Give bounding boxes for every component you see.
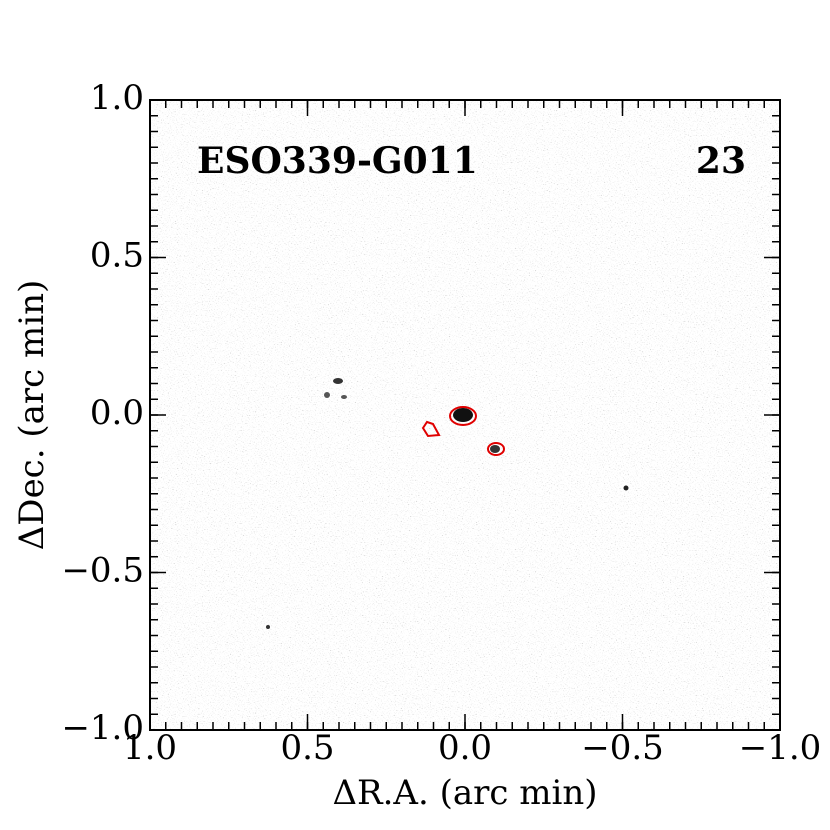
y-tick-label: −1.0 bbox=[61, 708, 144, 748]
source bbox=[623, 485, 629, 491]
y-tick-label: 0.5 bbox=[90, 236, 144, 276]
source bbox=[490, 445, 500, 453]
source bbox=[333, 378, 343, 384]
contour bbox=[449, 406, 477, 426]
x-axis-label: ΔR.A. (arc min) bbox=[332, 773, 597, 813]
x-tick-label: 0.0 bbox=[438, 728, 492, 768]
contour bbox=[421, 420, 441, 438]
sources bbox=[266, 378, 629, 629]
contours bbox=[421, 406, 505, 456]
y-axis-label: ΔDec. (arc min) bbox=[12, 280, 52, 551]
chart-title: ESO339-G011 bbox=[197, 140, 478, 182]
x-tick-label: 0.5 bbox=[280, 728, 334, 768]
source bbox=[324, 392, 330, 398]
x-tick-label: −0.5 bbox=[581, 728, 664, 768]
annotation: 23 bbox=[696, 140, 746, 182]
contour bbox=[487, 442, 505, 456]
x-tick-label: −1.0 bbox=[739, 728, 822, 768]
y-tick-label: −0.5 bbox=[61, 551, 144, 591]
y-tick-label: 1.0 bbox=[90, 78, 144, 118]
y-tick-label: 0.0 bbox=[90, 393, 144, 433]
source bbox=[266, 625, 270, 629]
source bbox=[341, 395, 347, 399]
source bbox=[453, 408, 473, 422]
x-tick-label: 1.0 bbox=[123, 728, 177, 768]
